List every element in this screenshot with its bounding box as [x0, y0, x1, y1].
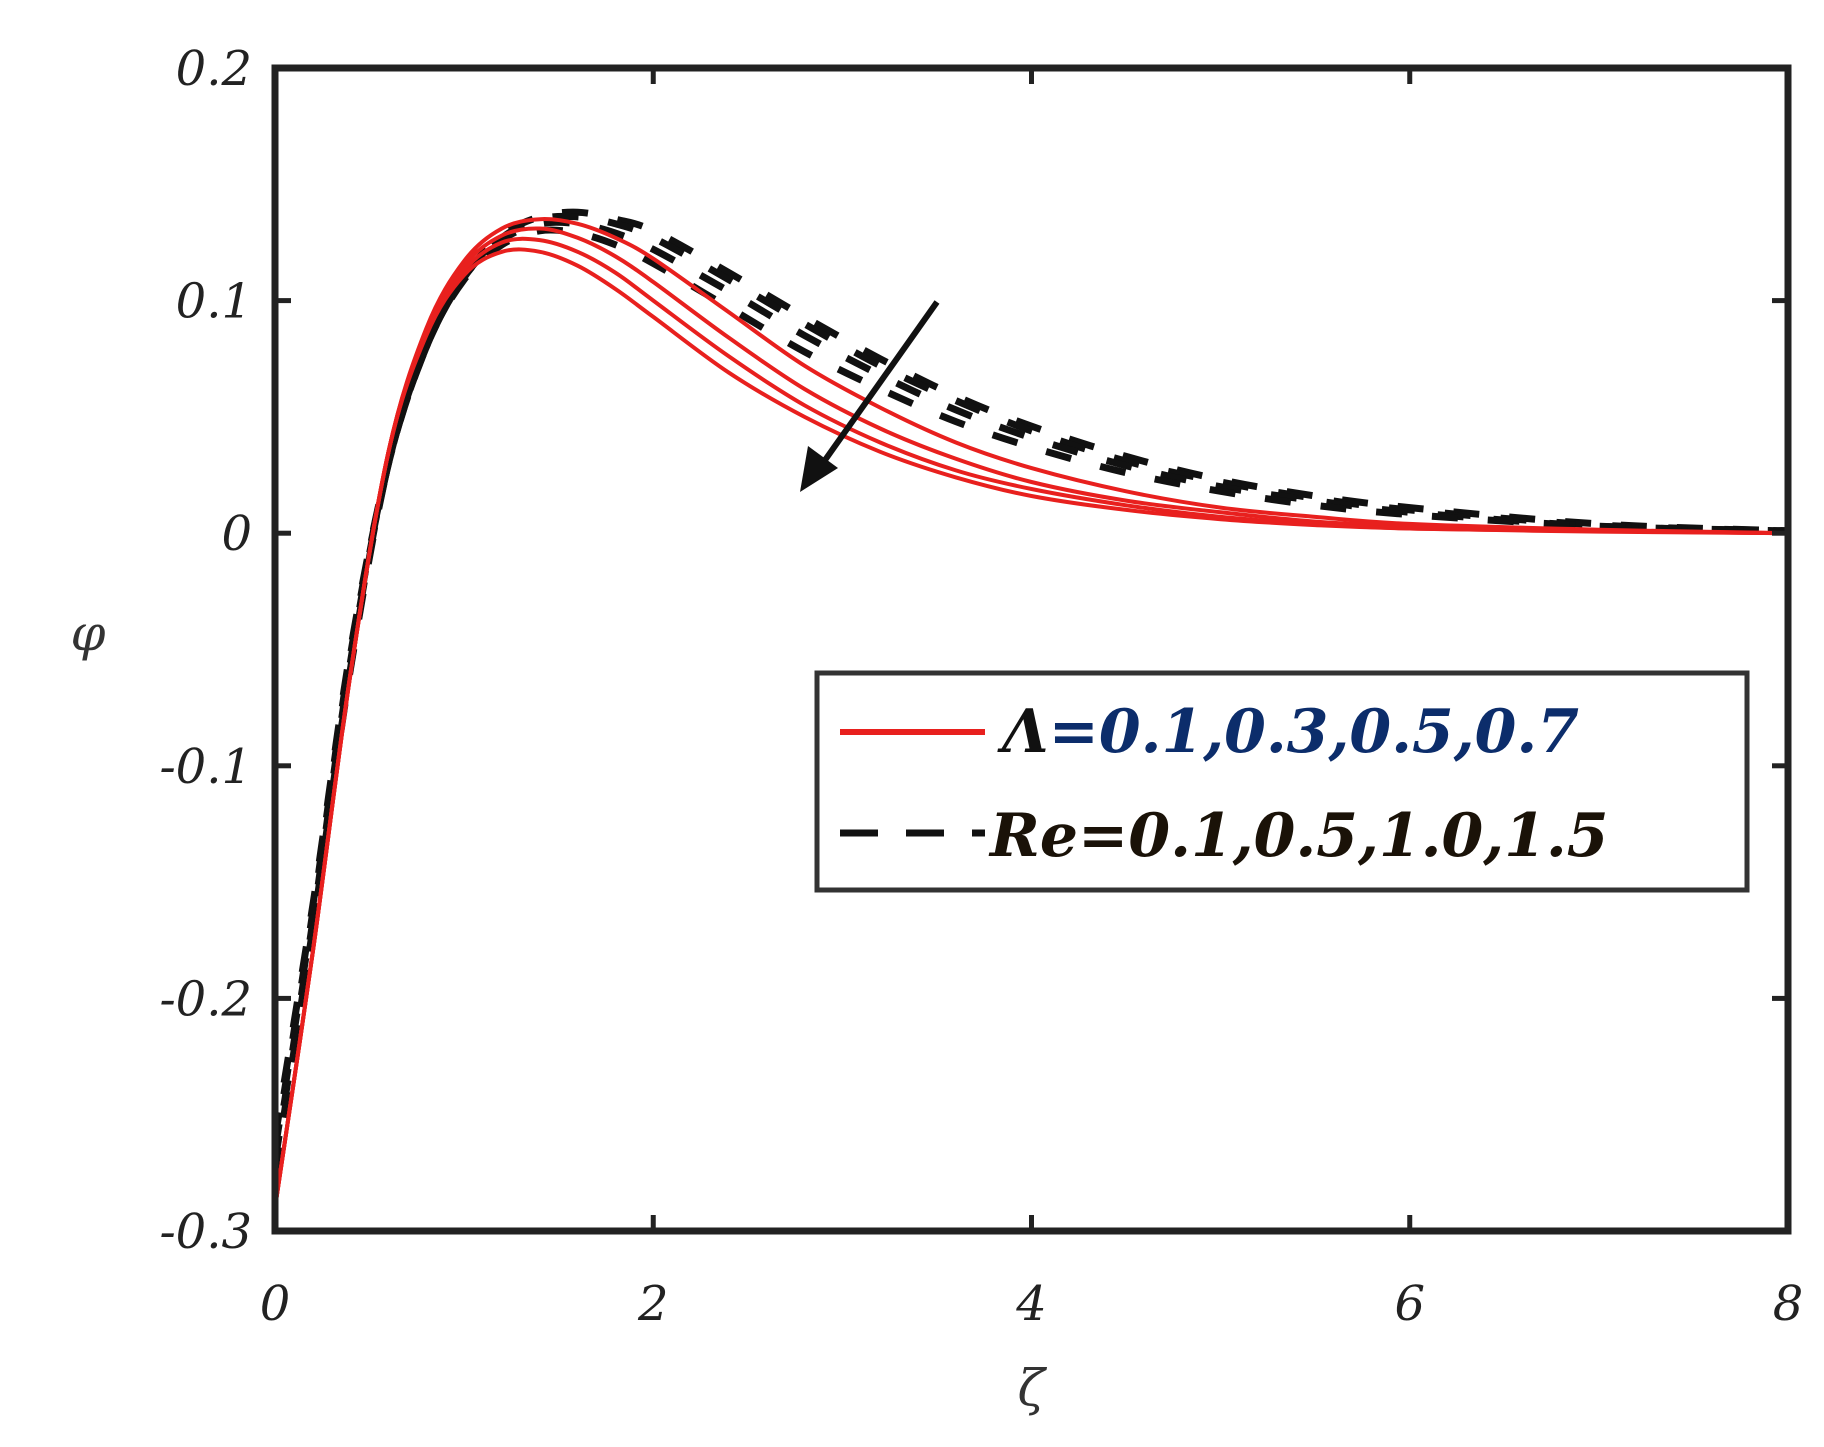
- y-axis-label: φ: [70, 604, 105, 662]
- legend-symbol-re: Re: [988, 801, 1078, 871]
- annotation-layer: [800, 300, 940, 492]
- series-layer: [271, 208, 1789, 1208]
- tick-label-layer: 0 2 4 6 8 -0.3 -0.2 -0.1 0 0.1 0.2: [159, 41, 1803, 1332]
- y-tick-label-2: -0.1: [159, 739, 252, 795]
- tick-layer: [272, 65, 1791, 1234]
- series-line-re-4: [271, 208, 1789, 1139]
- x-axis-label: ζ: [1017, 1359, 1047, 1417]
- y-tick-label-3: 0: [221, 506, 252, 562]
- legend-label-re: Re=0.1,0.5,1.0,1.5: [988, 801, 1609, 871]
- y-tick-label-4: 0.1: [176, 274, 252, 330]
- x-tick-label-2: 4: [1015, 1276, 1047, 1332]
- legend-values-re: =0.1,0.5,1.0,1.5: [1078, 801, 1608, 871]
- y-tick-label-1: -0.2: [159, 971, 252, 1027]
- legend-label-lambda: Λ=0.1,0.3,0.5,0.7: [997, 697, 1579, 767]
- x-tick-label-0: 0: [260, 1276, 291, 1332]
- legend-values-lambda: =0.1,0.3,0.5,0.7: [1049, 697, 1580, 767]
- y-tick-label-5: 0.2: [176, 41, 252, 97]
- trend-arrow-shaft: [815, 300, 940, 472]
- x-tick-label-4: 8: [1773, 1276, 1804, 1332]
- legend: Λ=0.1,0.3,0.5,0.7 Re=0.1,0.5,1.0,1.5: [814, 670, 1750, 893]
- series-line-lambda-3: [273, 247, 1789, 1208]
- legend-symbol-lambda: Λ: [997, 697, 1049, 767]
- y-tick-label-0: -0.3: [159, 1204, 252, 1260]
- x-tick-label-3: 6: [1394, 1276, 1425, 1332]
- legend-box: [814, 670, 1750, 893]
- x-tick-label-1: 2: [637, 1276, 669, 1332]
- trend-arrow-head: [800, 446, 838, 492]
